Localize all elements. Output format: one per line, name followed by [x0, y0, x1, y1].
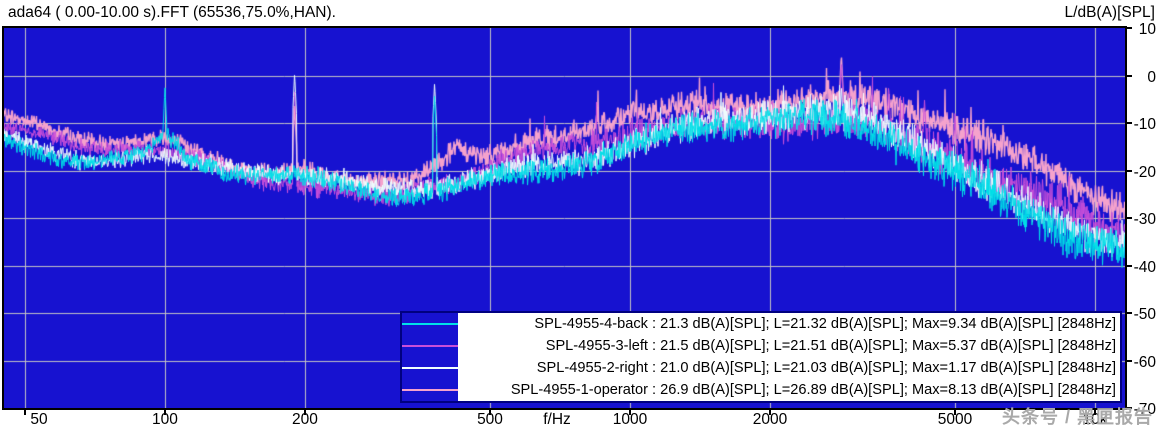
x-tick-label: 1000	[612, 411, 648, 428]
legend: SPL-4955-4-back : 21.3 dB(A)[SPL]; L=21.…	[400, 311, 1122, 403]
x-tick-label: 100	[152, 411, 178, 428]
x-tick-mark	[768, 410, 771, 415]
y-tick-mark	[1127, 312, 1132, 314]
y-tick-mark	[1127, 407, 1132, 409]
x-tick-label: 5000	[937, 411, 973, 428]
y-tick-mark	[1127, 169, 1132, 172]
x-tick-label: 200	[292, 411, 318, 428]
series-color-line	[402, 323, 458, 325]
y-tick-mark	[1127, 27, 1132, 29]
x-tick-mark	[163, 410, 166, 415]
y-tick-label: -30	[1133, 211, 1156, 228]
y-tick-label: -40	[1133, 258, 1156, 276]
y-axis-title: L/dB(A)[SPL]	[1064, 4, 1155, 21]
legend-row[interactable]: SPL-4955-3-left : 21.5 dB(A)[SPL]; L=21.…	[402, 335, 1120, 357]
x-tick-label: 10k	[1082, 411, 1108, 428]
legend-color-swatch	[402, 335, 458, 357]
x-tick-mark	[489, 410, 491, 415]
legend-entry-text: SPL-4955-1-operator : 26.9 dB(A)[SPL]; L…	[458, 379, 1120, 401]
watermark: 头条号 / 黑匣报告	[1001, 407, 1153, 427]
y-tick-label: -50	[1133, 306, 1156, 323]
x-tick-label: 500	[477, 411, 503, 428]
series-color-line	[402, 345, 458, 347]
x-tick-mark	[954, 410, 956, 415]
y-tick-label: 10	[1138, 21, 1156, 38]
series-color-line	[402, 367, 458, 369]
series-color-line	[402, 389, 458, 391]
y-tick-label: -60	[1133, 353, 1156, 371]
y-tick-label: 0	[1147, 68, 1156, 86]
y-tick-label: -10	[1133, 116, 1156, 133]
y-tick-mark	[1127, 122, 1132, 124]
y-tick-mark	[1127, 359, 1132, 362]
x-axis-unit-label: f/Hz	[543, 411, 571, 428]
plot-title: ada64 ( 0.00-10.00 s).FFT (65536,75.0%,H…	[8, 4, 336, 21]
legend-row[interactable]: SPL-4955-1-operator : 26.9 dB(A)[SPL]; L…	[402, 379, 1120, 401]
y-tick-label: -70	[1133, 401, 1156, 418]
x-tick-label: 50	[30, 411, 48, 428]
legend-color-swatch	[402, 313, 458, 335]
legend-row[interactable]: SPL-4955-4-back : 21.3 dB(A)[SPL]; L=21.…	[402, 313, 1120, 335]
y-tick-mark	[1127, 74, 1132, 77]
legend-row[interactable]: SPL-4955-2-right : 21.0 dB(A)[SPL]; L=21…	[402, 357, 1120, 379]
x-tick-mark	[1093, 410, 1096, 415]
y-tick-mark	[1127, 264, 1132, 267]
x-tick-mark	[24, 410, 26, 415]
y-tick-mark	[1127, 217, 1132, 219]
y-tick-label: -20	[1133, 163, 1156, 181]
legend-color-swatch	[402, 379, 458, 401]
legend-color-swatch	[402, 357, 458, 379]
legend-entry-text: SPL-4955-4-back : 21.3 dB(A)[SPL]; L=21.…	[458, 313, 1120, 335]
legend-entry-text: SPL-4955-3-left : 21.5 dB(A)[SPL]; L=21.…	[458, 335, 1120, 357]
x-tick-mark	[303, 410, 306, 415]
x-tick-label: 2000	[752, 411, 788, 428]
x-tick-mark	[628, 410, 631, 415]
legend-entry-text: SPL-4955-2-right : 21.0 dB(A)[SPL]; L=21…	[458, 357, 1120, 379]
